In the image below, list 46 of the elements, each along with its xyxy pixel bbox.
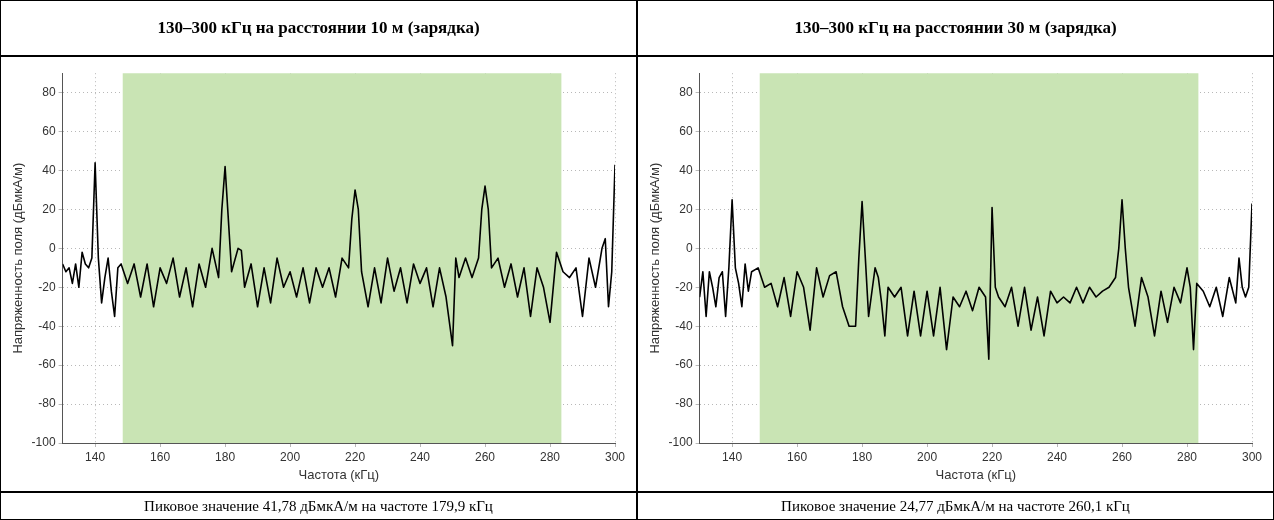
chart-title: 130–300 кГц на расстоянии 30 м (зарядка) xyxy=(637,0,1274,56)
y-tick-label: 40 xyxy=(679,162,693,177)
y-tick-label: -40 xyxy=(675,318,693,333)
x-tick-label: 240 xyxy=(410,449,431,464)
x-tick-label: 180 xyxy=(852,449,873,464)
x-axis-title: Частота (кГц) xyxy=(298,466,380,482)
x-tick-label: 260 xyxy=(1112,449,1133,464)
y-tick-label: -100 xyxy=(31,435,56,450)
y-tick-label: 20 xyxy=(679,201,693,216)
x-tick-label: 280 xyxy=(1177,449,1198,464)
x-tick-label: 220 xyxy=(345,449,366,464)
y-tick-label: 60 xyxy=(679,123,693,138)
x-tick-label: 140 xyxy=(722,449,743,464)
x-axis-title: Частота (кГц) xyxy=(935,466,1017,482)
x-tick-label: 180 xyxy=(215,449,236,464)
y-tick-label: 0 xyxy=(48,240,56,255)
x-tick-label: 300 xyxy=(1241,449,1263,464)
x-tick-label: 160 xyxy=(150,449,171,464)
x-tick-label: 160 xyxy=(787,449,808,464)
y-tick-label: 60 xyxy=(42,123,56,138)
y-tick-label: 0 xyxy=(685,240,693,255)
x-tick-label: 300 xyxy=(604,449,626,464)
x-tick-label: 140 xyxy=(85,449,106,464)
x-tick-label: 260 xyxy=(475,449,496,464)
y-tick-label: -60 xyxy=(38,357,56,372)
y-tick-label: 80 xyxy=(42,84,56,99)
y-axis-title: Напряженность поля (дБмкА/м) xyxy=(647,162,663,354)
y-tick-label: -60 xyxy=(675,357,693,372)
y-tick-label: -20 xyxy=(38,279,56,294)
chart-title: 130–300 кГц на расстоянии 10 м (зарядка) xyxy=(0,0,637,56)
x-tick-label: 200 xyxy=(280,449,301,464)
text: Пиковое значение 41,78 дБмкА/м на частоте 179,9 кГц xyxy=(0,492,637,520)
y-tick-label: -80 xyxy=(675,396,693,411)
x-tick-label: 200 xyxy=(917,449,938,464)
text: Пиковое значение 24,77 дБмкА/м на частоте 260,1 кГц xyxy=(637,492,1274,520)
y-tick-label: -20 xyxy=(675,279,693,294)
y-tick-label: -40 xyxy=(38,318,56,333)
x-tick-label: 220 xyxy=(982,449,1003,464)
y-axis-title: Напряженность поля (дБмкА/м) xyxy=(10,162,26,354)
y-tick-label: 40 xyxy=(42,162,56,177)
x-tick-label: 280 xyxy=(540,449,561,464)
y-tick-label: 20 xyxy=(42,201,56,216)
x-tick-label: 240 xyxy=(1047,449,1068,464)
y-tick-label: -80 xyxy=(38,396,56,411)
y-tick-label: 80 xyxy=(679,84,693,99)
y-tick-label: -100 xyxy=(668,435,693,450)
